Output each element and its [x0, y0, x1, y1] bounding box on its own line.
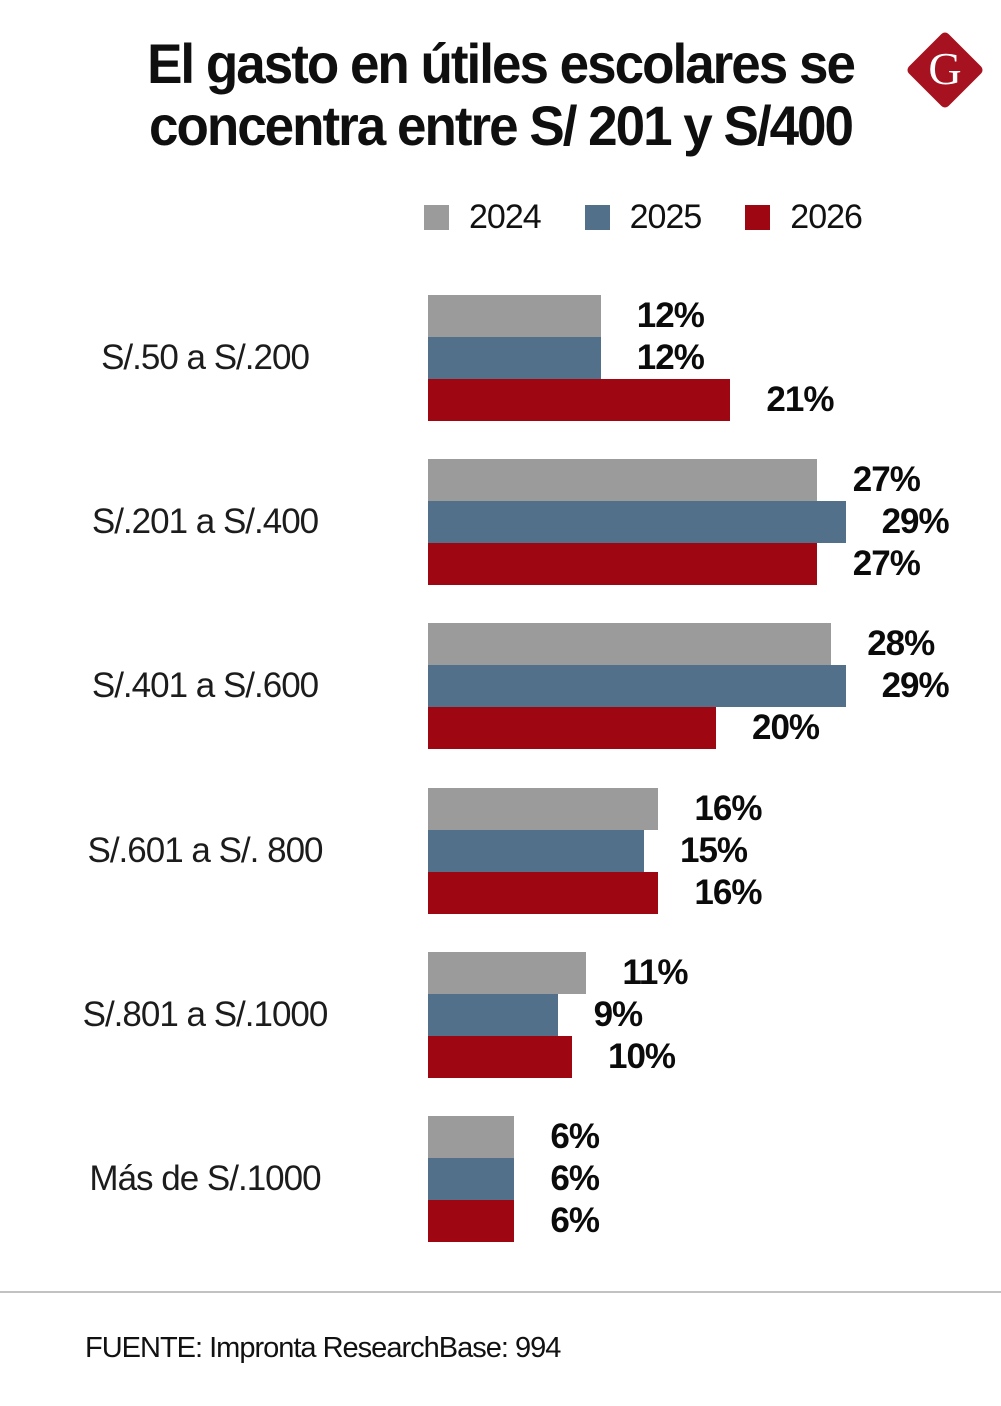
bar-value-label: 9%: [593, 994, 644, 1034]
category-label: S/.401 a S/.600: [91, 666, 319, 706]
legend-label: 2025: [629, 198, 703, 236]
bar-2024: [428, 623, 832, 666]
bar-2025: [428, 993, 558, 1036]
bar-2024: [428, 951, 587, 994]
bar-value-label: 28%: [867, 624, 935, 664]
bar-2025: [428, 1158, 515, 1200]
legend-swatch-icon: [745, 205, 771, 230]
bar-value-label: 15%: [680, 830, 748, 870]
legend-swatch-icon: [584, 205, 610, 230]
base-text: Base: 994: [438, 1332, 562, 1364]
bar-2026: [428, 1035, 572, 1078]
bar-value-label: 12%: [636, 296, 705, 335]
bar-2024: [428, 459, 817, 502]
gestion-logo-letter: G: [928, 43, 962, 94]
category-label: S/.50 a S/.200: [101, 338, 310, 377]
bar-2026: [428, 379, 731, 421]
bar-2026: [428, 543, 817, 586]
legend-swatch-icon: [424, 205, 449, 230]
page-title: El gasto en útiles escolares se concentr…: [0, 34, 1001, 158]
bar-value-label: 27%: [852, 460, 921, 500]
bar-value-label: 16%: [694, 788, 762, 828]
bar-2024: [428, 787, 659, 830]
bar-value-label: 11%: [622, 952, 688, 992]
bar-2026: [428, 871, 659, 914]
bar-value-label: 6%: [550, 1159, 600, 1198]
bar-2025: [428, 665, 846, 708]
bar-2026: [428, 707, 716, 750]
legend-item: 2025: [584, 198, 703, 237]
source-text: FUENTE: Impronta Research: [85, 1332, 440, 1364]
category-label: S/.601 a S/. 800: [87, 830, 323, 870]
bar-2025: [428, 501, 846, 544]
bar-value-label: 12%: [636, 338, 705, 377]
bar-2024: [428, 1116, 515, 1158]
bar-value-label: 20%: [752, 708, 820, 748]
category-label: S/.201 a S/.400: [91, 502, 319, 542]
title-line-2: concentra entre S/ 201 y S/400: [148, 95, 854, 158]
bar-value-label: 10%: [608, 1036, 676, 1076]
bar-2024: [428, 295, 601, 337]
footer-divider: [0, 1291, 1001, 1293]
bar-2025: [428, 829, 644, 872]
category-label: Más de S/.1000: [89, 1159, 321, 1198]
legend: 2024 2025 2026: [424, 198, 863, 237]
bar-value-label: 29%: [881, 502, 950, 542]
bar-value-label: 27%: [852, 544, 921, 584]
category-label: S/.801 a S/.1000: [82, 994, 329, 1034]
bar-value-label: 16%: [694, 872, 762, 912]
legend-item: 2026: [745, 198, 863, 237]
bar-2026: [428, 1200, 515, 1242]
footer: FUENTE: Impronta Research Base: 994: [85, 1332, 562, 1365]
legend-item: 2024: [424, 198, 542, 237]
title-line-1: El gasto en útiles escolares se: [147, 33, 856, 96]
bar-value-label: 21%: [766, 380, 834, 419]
legend-label: 2026: [790, 198, 863, 236]
bar-value-label: 6%: [550, 1201, 600, 1240]
bar-2025: [428, 337, 601, 379]
bar-value-label: 29%: [881, 666, 950, 706]
legend-label: 2024: [469, 198, 542, 236]
bar-value-label: 6%: [550, 1117, 600, 1156]
